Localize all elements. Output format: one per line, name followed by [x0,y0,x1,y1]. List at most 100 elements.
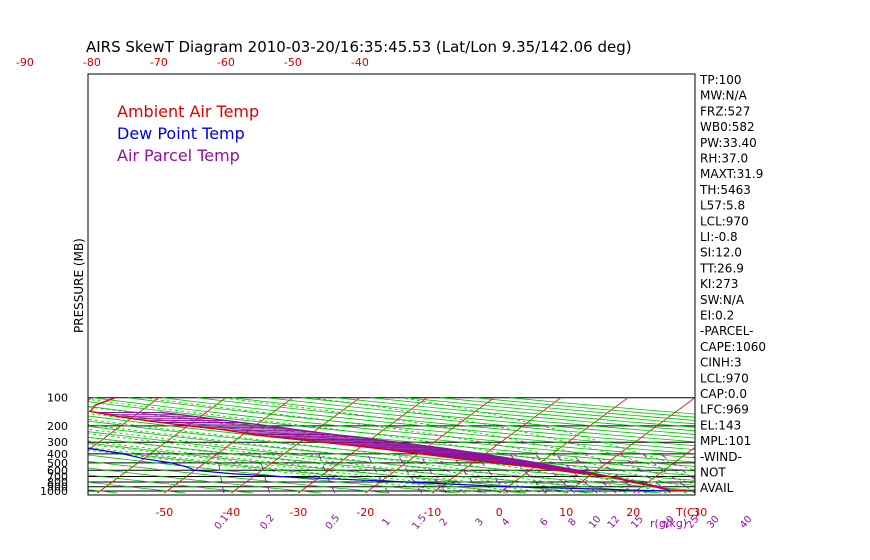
index-entry: CAP:0.0 [700,387,747,401]
dry-adiabat-line [92,397,695,459]
index-entry: SW:N/A [700,293,745,307]
index-entry: LCL:970 [700,214,749,228]
dewpoint-line [88,447,670,492]
index-entry: FRZ:527 [700,104,750,118]
index-entry: LCL:970 [700,371,749,385]
mixing-ratio-line [620,453,671,494]
index-entry: MAXT:31.9 [700,167,763,181]
legend-dewpoint: Dew Point Temp [117,124,245,143]
dry-adiabat-line [88,401,695,463]
pressure-tick-label: 700 [47,471,68,484]
mixing-ratio-tick-label: 0.2 [258,513,277,532]
index-entry: CINH:3 [700,356,742,370]
mixing-ratio-tick-label: 0.5 [324,513,343,532]
pressure-tick-label: 300 [47,436,68,449]
pressure-tick-label: 600 [47,464,68,477]
bottom-temp-tick-label: -30 [289,506,307,519]
legend: Ambient Air Temp Dew Point Temp Air Parc… [117,102,259,165]
moist-adiabat-line [88,398,688,494]
isotherm-line [0,398,25,493]
mixing-ratio-tick-label: 3 [474,516,487,528]
index-entry: KI:273 [700,277,738,291]
dry-adiabat-line [88,436,661,494]
x-axis-label-mixing: r(g/kg) [650,517,687,530]
moist-adiabat-line [310,397,695,478]
pressure-tick-label: 900 [47,481,68,494]
isotherm-line [97,397,227,494]
pressure-tick-label: 1000 [40,485,68,498]
plot-frame [87,73,696,496]
moist-adiabat-line [88,424,607,494]
index-entry: TT:26.9 [699,261,744,275]
bottom-temp-tick-label: 0 [496,506,503,519]
mixing-ratio-tick-label: 10 [587,514,604,531]
bottom-temp-tick-label: -50 [155,506,173,519]
mixing-ratio-line [642,453,695,494]
pressure-tick-label: 500 [47,457,68,470]
index-entry: WB0:582 [700,120,755,134]
isotherm-line [88,397,93,402]
x-axis-label-temp: T(C) [675,506,699,519]
isotherm-line [566,397,695,494]
mixing-ratio-line [397,453,423,494]
isotherm-line [767,398,870,493]
dry-adiabat-line [88,405,695,467]
dry-adiabat-line [162,397,695,451]
chart-title: AIRS SkewT Diagram 2010-03-20/16:35:45.5… [86,38,632,56]
index-entry: LI:-0.8 [700,230,738,244]
mixing-ratio-line [217,453,225,494]
top-temp-tick-label: -90 [16,56,34,69]
mixing-ratio-line [475,453,509,494]
index-entry: LFC:969 [700,403,749,417]
moist-adiabat-line [88,418,627,494]
mixing-ratio-tick-label: 40 [738,514,755,531]
moist-adiabat-line [401,397,695,471]
index-entry: SI:12.0 [700,246,742,260]
mixing-ratio-line [259,453,271,494]
dry-adiabat-line [88,425,695,486]
pressure-tick-label: 100 [47,392,68,405]
moist-adiabat-line [88,446,486,494]
dry-adiabat-line [196,397,695,447]
bottom-temp-tick-label: 20 [626,506,640,519]
mixing-ratio-line [419,453,447,494]
moist-adiabat-line [88,433,567,494]
mixing-ratio-tick-label: 8 [567,516,580,528]
isotherm-line [164,397,294,494]
dry-adiabat-line [231,397,695,443]
index-entry: TP:100 [699,73,742,87]
dry-adiabat-line [88,467,322,494]
mixing-ratio-tick-label: 30 [705,514,722,531]
bottom-temp-tick-label: 30 [693,506,707,519]
profile-lines [88,397,687,492]
dry-adiabat-line [127,397,695,455]
legend-parcel: Air Parcel Temp [117,146,240,165]
dry-adiabat-line [88,481,186,494]
top-temp-tick-label: -40 [351,56,369,69]
moist-adiabat-line [142,397,695,491]
bottom-temp-tick-label: -10 [423,506,441,519]
dry-adiabat-line [88,431,695,491]
mixing-ratio-tick-label: 4 [500,516,513,528]
moist-adiabat-line [88,428,587,494]
dry-adiabat-line [88,474,254,494]
index-entry: -PARCEL- [700,324,754,338]
bottom-temp-tick-label: -20 [356,506,374,519]
index-entry: EI:0.2 [700,309,734,323]
moist-adiabat-line [88,449,466,494]
mixing-ratio-line [451,453,483,494]
top-temp-tick-label: -60 [217,56,235,69]
dry-adiabat-line [88,442,594,494]
index-entry: CAPE:1060 [700,340,766,354]
dry-adiabat-line [266,397,695,439]
mixing-ratio-tick-label: 2 [438,516,451,528]
mixing-ratio-tick-label: 12 [606,514,623,531]
index-entry: TH:5463 [699,183,751,197]
mixing-ratio-line [318,453,336,494]
index-entry: -WIND- [700,450,742,464]
top-temp-tick-label: -50 [284,56,302,69]
dry-adiabat-line [88,460,390,494]
